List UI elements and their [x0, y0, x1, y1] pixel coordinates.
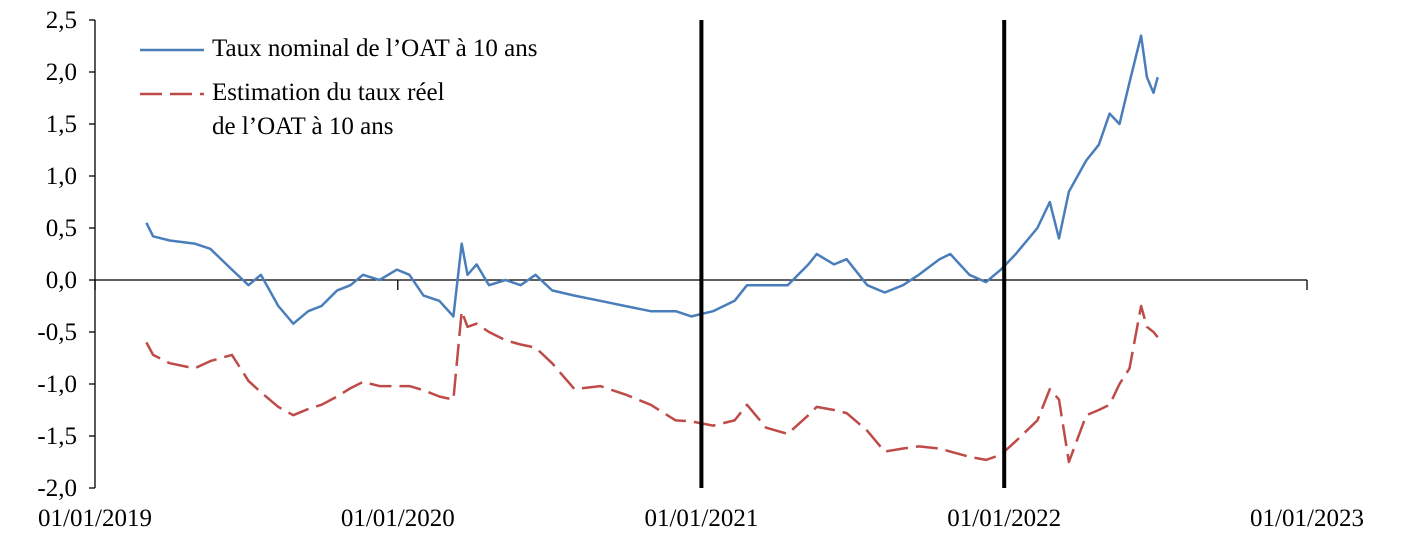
x-tick-label: 01/01/2022: [947, 505, 1061, 532]
x-tick-label: 01/01/2021: [644, 505, 758, 532]
legend-label: Estimation du taux réel de l’OAT à 10 an…: [212, 79, 445, 140]
y-tick-label: 0,0: [46, 267, 77, 294]
y-tick-label: -1,0: [37, 371, 77, 398]
y-tick-label: -0,5: [37, 319, 77, 346]
y-tick-label: 0,5: [46, 215, 77, 242]
series-line: [145, 304, 1159, 464]
x-tick-label: 01/01/2023: [1250, 505, 1364, 532]
y-tick-label: -2,0: [37, 475, 77, 502]
x-tick-label: 01/01/2020: [341, 505, 455, 532]
y-tick-label: 1,5: [46, 111, 77, 138]
y-tick-label: 2,0: [46, 59, 77, 86]
y-tick-label: 1,0: [46, 163, 77, 190]
series-line: [145, 34, 1159, 325]
y-tick-label: 2,5: [46, 7, 77, 34]
y-tick-label: -1,5: [37, 423, 77, 450]
x-tick-label: 01/01/2019: [38, 505, 152, 532]
legend-label: Taux nominal de l’OAT à 10 ans: [212, 35, 538, 62]
